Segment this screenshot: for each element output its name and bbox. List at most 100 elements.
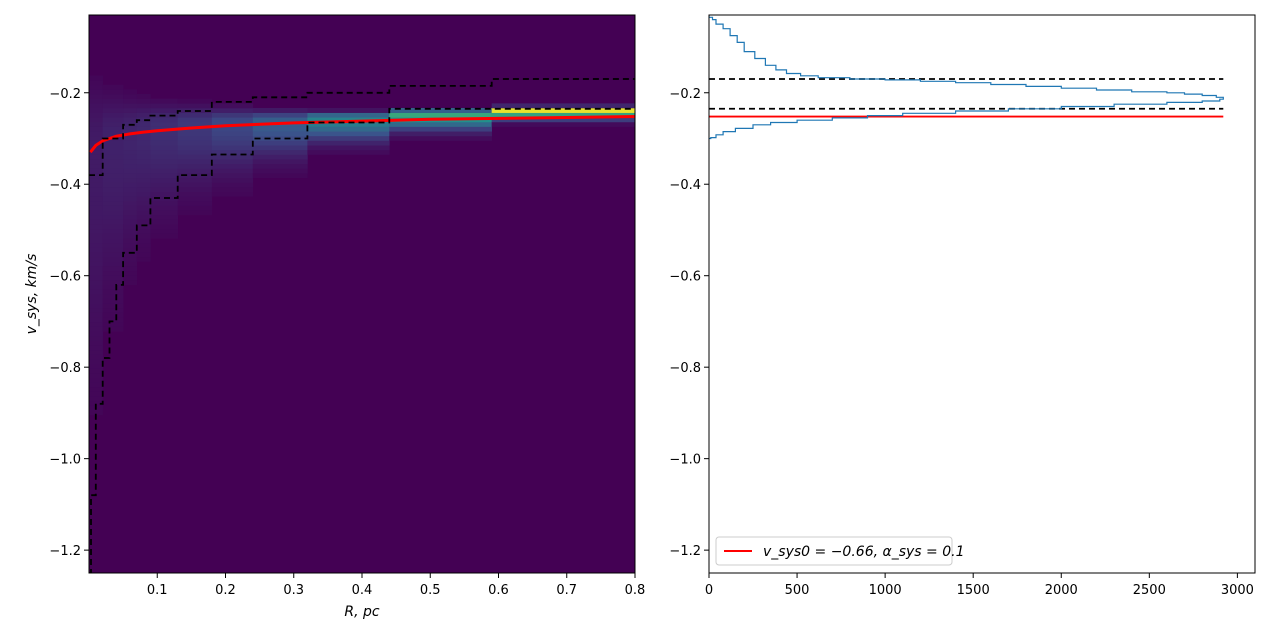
heatmap-cell (89, 126, 103, 132)
heatmap-cell (89, 382, 103, 388)
x-tick-label: 0.8 (625, 583, 646, 598)
heatmap-cell (102, 94, 124, 99)
heatmap-cell (150, 173, 179, 179)
heatmap-cell (150, 117, 179, 123)
heatmap-cell (136, 98, 151, 104)
heatmap-cell (89, 252, 103, 258)
heatmap-cell (252, 112, 308, 118)
y-tick-label: −0.6 (49, 270, 81, 285)
heatmap-cell (123, 228, 138, 234)
heatmap-cell (89, 196, 103, 202)
x-tick-label: 0 (705, 583, 713, 598)
heatmap-cell (307, 112, 390, 118)
heatmap-cell (102, 191, 124, 197)
heatmap-cell (150, 98, 179, 104)
heatmap-cell (102, 307, 124, 313)
heatmap-cell (123, 224, 138, 230)
heatmap-cell (150, 140, 179, 146)
heatmap-cell (136, 191, 151, 197)
heatmap-cell (307, 131, 390, 137)
heatmap-cell (123, 135, 138, 141)
heatmap-cell (211, 182, 254, 188)
heatmap-cell (211, 191, 254, 197)
heatmap-cell (136, 140, 151, 146)
heatmap-cell (136, 182, 151, 188)
heatmap-cell (136, 224, 151, 230)
heatmap-cell (89, 391, 103, 397)
right-x-axis: 0 500 1000 1500 2000 2500 3000 (705, 573, 1254, 598)
heatmap-cell (136, 228, 151, 234)
legend-label: v_sys0 = −0.66, α_sys = 0.1 (763, 544, 965, 560)
heatmap-cell (123, 108, 138, 113)
heatmap-cell (211, 112, 254, 118)
heatmap-cell (102, 214, 124, 220)
heatmap-cell (89, 228, 103, 234)
heatmap-cell (89, 149, 103, 155)
heatmap-cell (89, 117, 103, 123)
heatmap-cell (177, 121, 213, 127)
y-tick-label: −1.2 (669, 544, 701, 559)
heatmap-cell (89, 154, 103, 160)
heatmap-cell (252, 126, 308, 132)
heatmap-cell (89, 303, 103, 309)
heatmap-cell (211, 108, 254, 113)
heatmap-cell (389, 126, 492, 132)
heatmap-cell (89, 312, 103, 318)
heatmap-cell (211, 177, 254, 183)
heatmap-cell (211, 126, 254, 132)
heatmap-cell (211, 154, 254, 160)
heatmap-cell (89, 80, 103, 86)
heatmap-cell (136, 238, 151, 244)
heatmap-cell (102, 196, 124, 202)
heatmap-cell (102, 140, 124, 146)
heatmap-cell (102, 326, 124, 332)
y-tick-label: −0.8 (669, 361, 701, 376)
heatmap-cell (89, 121, 103, 127)
heatmap-cell (123, 238, 138, 244)
heatmap-cell (150, 159, 179, 165)
heatmap-cell (307, 117, 390, 123)
heatmap-cell (177, 117, 213, 123)
heatmap-cell (89, 84, 103, 90)
heatmap-cell (177, 210, 213, 216)
heatmap-cell (389, 135, 492, 141)
heatmap-cell (102, 238, 124, 244)
heatmap-cell (123, 266, 138, 272)
x-tick-label: 0.5 (420, 583, 441, 598)
heatmap-cell (136, 126, 151, 132)
heatmap-cell (89, 182, 103, 188)
heatmap-cell (177, 196, 213, 202)
heatmap-cell (102, 317, 124, 323)
heatmap-cell (102, 89, 124, 95)
x-tick-label: 1000 (869, 583, 902, 598)
heatmap-cell (89, 131, 103, 137)
heatmap-cell (123, 256, 138, 262)
heatmap-cell (102, 233, 124, 239)
heatmap-cell (102, 201, 124, 206)
heatmap-cell (491, 121, 635, 127)
heatmap-cell (89, 307, 103, 313)
heatmap-cell (89, 177, 103, 183)
heatmap-cell (211, 140, 254, 146)
heatmap-cell (123, 242, 138, 248)
right-chart: 0 500 1000 1500 2000 2500 3000 −0.2−0.4−0.6−0.… (669, 14, 1256, 598)
heatmap-cell (211, 131, 254, 137)
heatmap-cell (136, 214, 151, 220)
heatmap-cell (102, 252, 124, 258)
heatmap-cell (136, 187, 151, 192)
left-x-axis: 0.1 0.2 0.3 0.4 0.5 0.6 0.7 0.8 (147, 573, 645, 598)
heatmap-cell (150, 135, 179, 141)
heatmap-cell (89, 256, 103, 262)
right-y-axis: −0.2 −0.4 −0.6 −0.8 −1.0 −1.2 (669, 87, 709, 559)
heatmap-cell (150, 121, 179, 127)
heatmap-cell (102, 289, 124, 295)
y-tick-label: −1.2 (49, 544, 81, 559)
heatmap-cell (123, 163, 138, 169)
y-tick-label: −1.0 (49, 453, 81, 468)
heatmap-cell (89, 280, 103, 285)
heatmap-cell (177, 140, 213, 146)
heatmap-cell (89, 89, 103, 95)
heatmap-cell (89, 94, 103, 99)
heatmap-cell (177, 145, 213, 151)
heatmap-cell (102, 280, 124, 285)
